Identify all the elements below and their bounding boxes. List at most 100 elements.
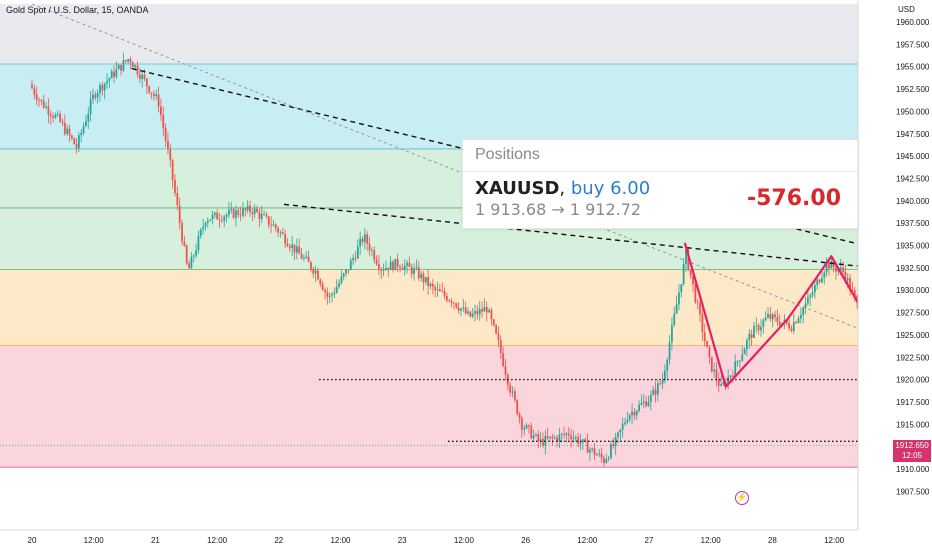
candle-body — [671, 324, 673, 343]
candle-body — [197, 235, 200, 251]
candle-body — [703, 332, 706, 342]
candle-body — [453, 302, 455, 304]
candle-body — [790, 328, 793, 332]
candle-body — [340, 276, 343, 284]
candle-body — [265, 214, 268, 217]
candle-body — [363, 234, 366, 242]
candle-body — [795, 322, 798, 324]
candle-body — [692, 275, 694, 285]
candle-body — [202, 226, 205, 230]
candle-body — [460, 308, 462, 311]
candle-body — [188, 263, 190, 269]
candle-body — [464, 307, 467, 314]
candle-body — [635, 410, 638, 416]
candle-body — [563, 433, 565, 435]
candle-body — [504, 366, 507, 375]
candle-body — [598, 453, 601, 455]
candle-body — [694, 284, 697, 303]
candle-body — [106, 80, 108, 84]
x-tick-label: 21 — [151, 536, 160, 545]
candle-body — [354, 258, 357, 259]
candle-body — [110, 71, 113, 79]
candle-body — [488, 310, 490, 313]
candle-body — [244, 208, 247, 211]
time-axis-bg — [0, 530, 932, 550]
candle-body — [375, 259, 378, 264]
y-tick-label: 1935.000 — [896, 242, 930, 251]
candle-body — [546, 436, 549, 439]
candle-body — [621, 424, 624, 430]
candle-body — [802, 307, 805, 316]
candle-body — [232, 208, 235, 218]
candle-body — [92, 94, 94, 100]
candle-body — [279, 232, 282, 234]
candle-body — [33, 88, 36, 95]
candle-body — [539, 439, 542, 441]
candle-body — [368, 243, 371, 251]
candle-body — [385, 267, 387, 271]
candle-body — [520, 418, 523, 430]
candle-body — [295, 246, 298, 253]
candle-body — [89, 99, 92, 114]
candle-body — [382, 270, 385, 271]
candle-body — [195, 250, 197, 256]
lightning-icon[interactable]: ⚡ — [735, 491, 749, 505]
last-price: 1912.650 — [895, 441, 929, 450]
candle-body — [610, 444, 612, 458]
candle-body — [748, 333, 751, 341]
candle-body — [792, 322, 795, 332]
candle-body — [347, 269, 350, 271]
candle-body — [497, 333, 500, 341]
position-side: buy 6.00 — [570, 178, 651, 199]
candle-body — [830, 261, 833, 269]
candle-body — [42, 100, 45, 108]
candle-body — [52, 116, 54, 118]
candle-body — [535, 434, 537, 436]
candle-body — [720, 384, 723, 386]
candle-body — [715, 369, 718, 380]
trendline — [283, 203, 932, 275]
candle-body — [654, 389, 657, 395]
candle-body — [776, 316, 779, 323]
candle-body — [685, 249, 687, 265]
arrow-icon: → — [551, 200, 565, 219]
candle-body — [155, 94, 158, 96]
candle-body — [370, 250, 373, 251]
candle-body — [113, 71, 115, 77]
candle-body — [40, 99, 43, 101]
candle-body — [757, 325, 760, 331]
candle-body — [680, 284, 683, 293]
candle-body — [441, 291, 444, 292]
candle-body — [579, 442, 582, 444]
candle-body — [762, 320, 765, 327]
candle-body — [774, 314, 776, 317]
position-symbol-line: XAUUSD, buy 6.00 — [475, 178, 650, 199]
position-pnl: -576.00 — [746, 186, 841, 211]
candle-body — [584, 439, 587, 441]
candle-body — [593, 448, 596, 456]
candle-body — [396, 258, 399, 267]
candle-body — [235, 210, 237, 218]
candle-body — [148, 86, 151, 93]
candle-body — [764, 317, 767, 321]
candle-body — [216, 212, 219, 220]
candle-body — [457, 307, 460, 311]
candle-body — [399, 266, 401, 269]
candle-body — [134, 65, 137, 68]
candle-body — [736, 361, 739, 363]
candle-body — [753, 326, 755, 338]
entry-price: 1 913.68 — [475, 200, 547, 219]
candle-body — [518, 414, 521, 419]
candle-body — [293, 244, 296, 253]
candle-body — [445, 295, 448, 301]
candle-body — [607, 457, 610, 460]
candle-body — [150, 92, 153, 94]
y-tick-label: 1925.000 — [896, 331, 930, 340]
candle-body — [328, 295, 331, 297]
candle-body — [331, 294, 333, 296]
x-tick-label: 27 — [645, 536, 654, 545]
candle-body — [342, 273, 345, 277]
current-price: 1 912.72 — [569, 200, 642, 219]
candle-body — [281, 232, 284, 234]
